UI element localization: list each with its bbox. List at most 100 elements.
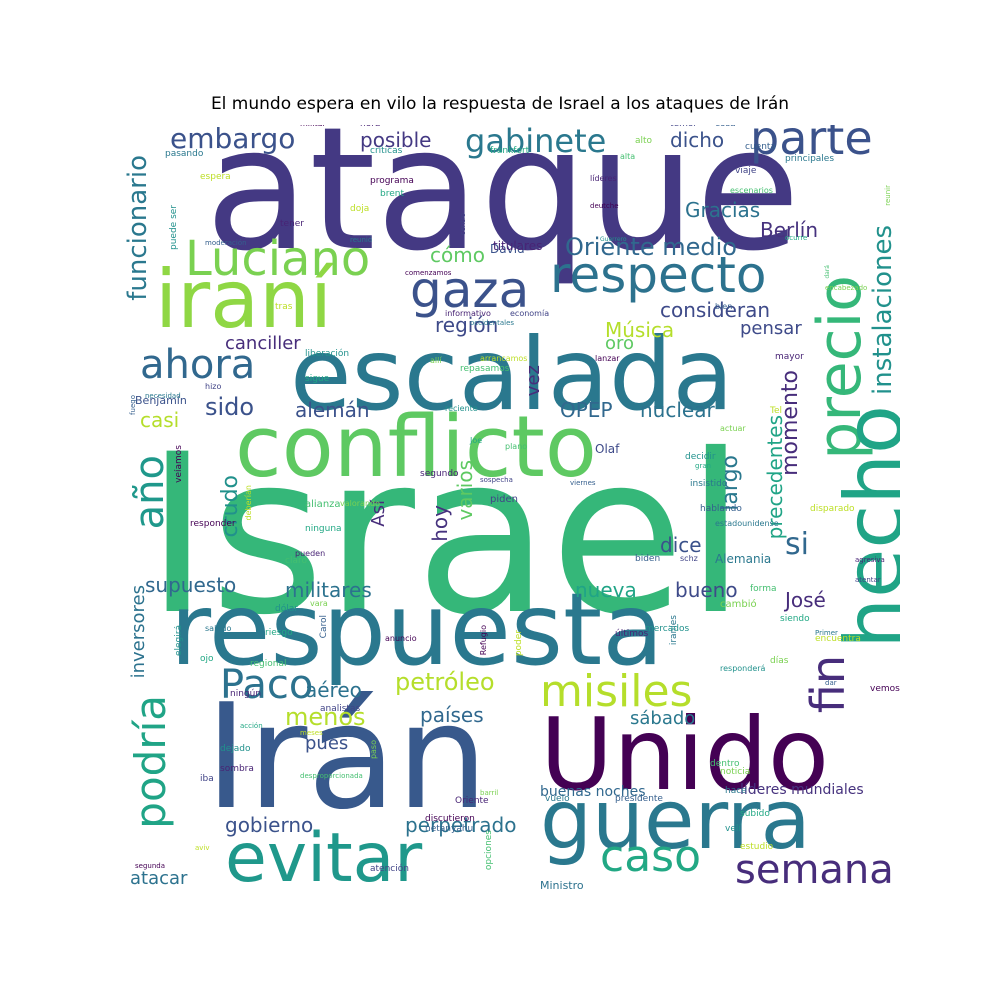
- cloud-word: países: [420, 703, 484, 727]
- cloud-word-small: atención: [370, 864, 409, 874]
- cloud-word-small: forma: [750, 584, 777, 594]
- cloud-word-small: últimos: [615, 629, 649, 639]
- cloud-word: hoy: [428, 505, 452, 542]
- cloud-word-small: atentar: [855, 576, 881, 584]
- cloud-word-small: cuenta: [745, 142, 776, 152]
- cloud-word: Luciano: [185, 231, 371, 287]
- cloud-word-small: líderes: [590, 174, 617, 183]
- cloud-word: Berlín: [760, 218, 819, 242]
- cloud-word-small: temor: [670, 125, 697, 129]
- cloud-word: funcionario: [125, 155, 153, 301]
- cloud-word-small: reunió: [350, 236, 373, 244]
- cloud-word: José: [785, 588, 826, 612]
- cloud-word: región: [435, 313, 499, 337]
- cloud-word-small: economía: [510, 309, 550, 318]
- cloud-word-small: saludo: [205, 624, 232, 633]
- cloud-word-small: vara: [310, 599, 328, 608]
- cloud-word-small: analistas: [320, 704, 361, 714]
- cloud-word-small: noticia: [720, 767, 751, 777]
- cloud-word: instalaciones: [868, 225, 898, 395]
- cloud-word-small: poder: [514, 630, 524, 657]
- cloud-word-small: vuelo: [545, 794, 570, 804]
- cloud-word-small: responderá: [720, 664, 766, 673]
- cloud-word: Alemania: [715, 552, 772, 566]
- cloud-word: ataque: [205, 125, 801, 289]
- cloud-word-small: biden: [635, 554, 661, 564]
- cloud-word-small: estadounidense: [715, 519, 779, 528]
- cloud-word-small: alta: [620, 152, 636, 161]
- figure-title: El mundo espera en vilo la respuesta de …: [210, 94, 790, 114]
- cloud-word-small: alto: [635, 136, 653, 146]
- cloud-word: inversores: [128, 585, 149, 679]
- cloud-word: conflicto: [235, 398, 597, 497]
- cloud-word-small: dentro: [710, 759, 740, 769]
- cloud-word-small: hora: [360, 125, 380, 129]
- cloud-word: si: [785, 527, 809, 562]
- cloud-word-small: velí: [725, 824, 741, 834]
- cloud-word-small: desproporcionada: [300, 772, 363, 780]
- cloud-word-small: Primer: [815, 629, 838, 637]
- cloud-word: parte: [750, 125, 873, 165]
- cloud-word: misiles: [540, 666, 693, 717]
- cloud-word-small: plano: [505, 442, 528, 451]
- cloud-word-small: hizo: [205, 382, 222, 391]
- cloud-word: aéreo: [305, 678, 362, 702]
- cloud-word: evitar: [225, 819, 423, 898]
- cloud-word: Gracias: [685, 198, 761, 222]
- cloud-word-small: tener: [280, 219, 305, 229]
- cloud-word: sábado: [630, 708, 696, 729]
- cloud-word-small: pueden: [295, 549, 326, 558]
- cloud-word-small: pasando: [165, 149, 204, 159]
- cloud-word-small: piden: [490, 494, 518, 505]
- cloud-word-small: arrancamos: [480, 354, 528, 363]
- cloud-word: perpetrado: [405, 813, 517, 837]
- cloud-word: titulares: [493, 239, 543, 253]
- cloud-word-small: segunda: [135, 862, 166, 870]
- cloud-word-small: escenarios: [730, 186, 773, 195]
- cloud-word-small: decidir: [685, 452, 716, 462]
- cloud-word-small: Guerrero: [600, 236, 627, 243]
- cloud-word-small: mercados: [645, 624, 690, 634]
- cloud-word-small: paso: [369, 740, 378, 760]
- cloud-word-small: cambió: [720, 599, 757, 610]
- cloud-word-small: ojo: [200, 654, 214, 664]
- cloud-word-small: reciente: [445, 404, 478, 413]
- cloud-word-small: principales: [785, 154, 835, 164]
- cloud-word-small: repasamos: [460, 364, 510, 374]
- cloud-word-small: subido: [740, 809, 770, 819]
- cloud-word-small: siendo: [780, 614, 810, 624]
- cloud-word: posible: [360, 128, 432, 152]
- cloud-word-small: centro: [459, 213, 467, 236]
- cloud-word-small: iba: [200, 774, 214, 784]
- cloud-word: dice: [660, 533, 702, 557]
- cloud-word: pensar: [740, 318, 802, 339]
- cloud-word: Paco: [220, 662, 314, 708]
- cloud-word: Música: [605, 318, 675, 342]
- cloud-word-small: tras: [275, 302, 293, 312]
- cloud-word: pues: [305, 733, 349, 754]
- cloud-word: Ministro: [540, 879, 584, 892]
- cloud-word-small: responder: [190, 519, 236, 529]
- cloud-word-small: segundo: [420, 469, 459, 479]
- cloud-word-small: riesgo: [265, 628, 293, 638]
- cloud-word-small: ocurre: [785, 234, 808, 242]
- cloud-word-small: mayor: [775, 352, 804, 362]
- cloud-word-small: occidentales: [470, 319, 515, 327]
- cloud-word-small: sombra: [220, 764, 254, 774]
- cloud-word-small: agresiva: [855, 556, 885, 564]
- cloud-word: iraní: [155, 253, 333, 346]
- cloud-word-small: ninguna: [305, 524, 342, 534]
- cloud-word-small: dejado: [220, 744, 251, 754]
- cloud-word-small: moderación: [205, 239, 247, 247]
- cloud-word: caso: [600, 831, 701, 882]
- cloud-word-small: programa: [370, 176, 414, 186]
- cloud-word-small: Tel: [770, 406, 783, 416]
- cloud-word-small: presidente: [615, 794, 663, 804]
- cloud-word: Oriente medio: [565, 233, 737, 261]
- cloud-word-small: aviv: [195, 844, 210, 852]
- cloud-word: cómo: [430, 243, 485, 267]
- cloud-word-small: doja: [350, 204, 370, 214]
- cloud-word-small: Oriente: [455, 796, 489, 806]
- cloud-word-small: opciones: [484, 830, 494, 871]
- cloud-word-small: reunir: [884, 185, 892, 206]
